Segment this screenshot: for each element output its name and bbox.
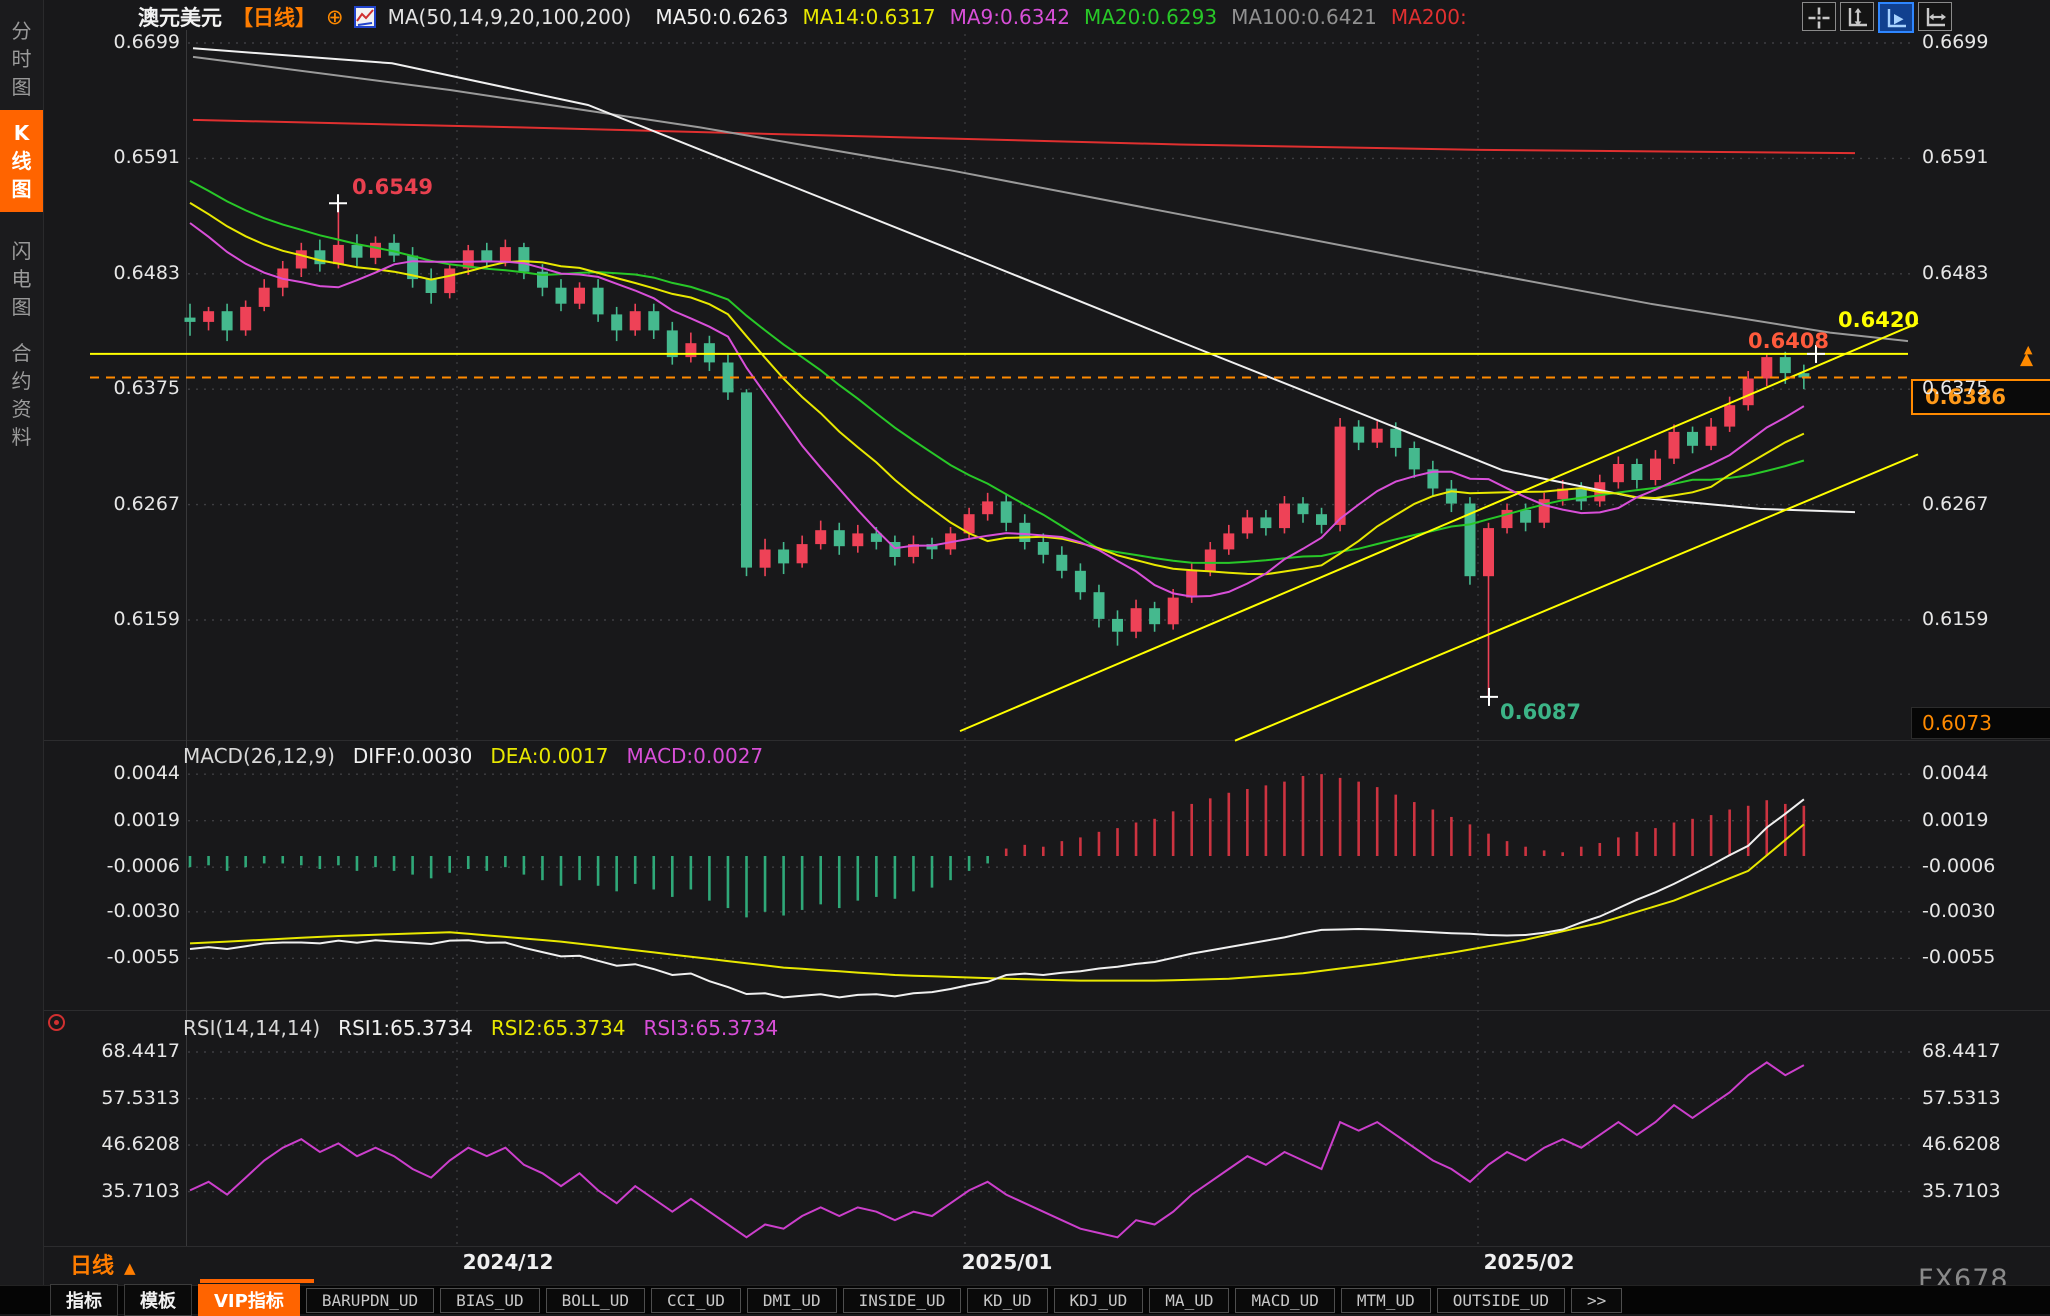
ma-value-3: MA9:0.6342 (949, 5, 1070, 29)
price-axis-label: 0.6591 (113, 146, 180, 169)
ma-params-label: MA(50,14,9,20,100,200) (387, 5, 632, 29)
indicator-tab-boll_ud[interactable]: BOLL_UD (545, 1287, 646, 1313)
sidebar-item-4[interactable]: 合约资料 (11, 341, 32, 449)
auto-scale-icon[interactable] (1878, 2, 1914, 33)
sidebar-item-1[interactable]: 分时图 (11, 19, 32, 99)
indicator-tab-[interactable]: >> (1571, 1287, 1623, 1313)
price-marker-arrow-small: ▲ (2024, 343, 2033, 356)
rsi-axis-label: 46.6208 (101, 1133, 180, 1156)
swing-high-label: 0.6549 (352, 175, 434, 200)
price-axis-label: 0.6159 (113, 607, 180, 630)
indicator-tab-kdj_ud[interactable]: KDJ_UD (1053, 1287, 1144, 1313)
rsi-axis-label: 68.4417 (101, 1040, 180, 1062)
macd-dea-value: DEA:0.0017 (490, 744, 609, 768)
crosshair-tool-icon[interactable] (1802, 2, 1836, 31)
sidebar-item-3[interactable]: 闪电图 (11, 239, 32, 319)
macd-axis-label: -0.0030 (106, 899, 180, 922)
chevron-up-icon: ▲ (124, 1259, 136, 1277)
swing-low-label: 0.6087 (1500, 699, 1582, 724)
indicator-tab-bias_ud[interactable]: BIAS_UD (440, 1287, 540, 1313)
rsi-axis-label: 68.4417 (1922, 1040, 2001, 1062)
hline-value-label: 0.6408 (1748, 328, 1830, 353)
price-axis-label: 0.6375 (1922, 377, 1989, 400)
indicator-tab-outside_ud[interactable]: OUTSIDE_UD (1436, 1287, 1566, 1313)
indicator-tab-[interactable]: 指标 (50, 1284, 118, 1316)
price-axis-label: 0.6375 (113, 377, 180, 400)
ma-value-1: MA50:0.6263 (655, 5, 789, 29)
x-axis-date-label: 2025/02 (1483, 1250, 1575, 1274)
horizontal-scrollbar-thumb[interactable] (200, 1279, 314, 1283)
add-indicator-icon[interactable]: ⊕ (326, 4, 344, 29)
ma-legend: MA50:0.6263 MA14:0.6317 MA9:0.6342 MA20:0.6… (641, 5, 1466, 29)
macd-axis-label: 0.0044 (113, 762, 180, 785)
x-axis-pan-icon[interactable] (1918, 2, 1952, 31)
rsi-axis-label: 57.5313 (1922, 1086, 2001, 1109)
range-low-box: 0.6073 (1911, 707, 2050, 739)
indicator-tab-vip[interactable]: VIP指标 (198, 1284, 300, 1316)
indicator-tab-kd_ud[interactable]: KD_UD (967, 1287, 1048, 1313)
macd-axis-label: -0.0055 (106, 946, 180, 969)
rsi1-value: RSI1:65.3734 (338, 1016, 473, 1040)
indicator-tab-ma_ud[interactable]: MA_UD (1149, 1287, 1230, 1313)
price-axis-label: 0.6267 (113, 492, 180, 515)
chart-style-icon[interactable] (353, 6, 376, 28)
rsi3-value: RSI3:65.3734 (643, 1016, 779, 1040)
price-axis-label: 0.6483 (1922, 261, 1989, 284)
ma-value-5: MA100:0.6421 (1231, 5, 1377, 29)
macd-axis-label: 0.0044 (1922, 762, 1989, 785)
ma-value-2: MA14:0.6317 (802, 5, 936, 29)
indicator-tab-dmi_ud[interactable]: DMI_UD (746, 1287, 837, 1313)
symbol-name: 澳元美元 (138, 6, 222, 30)
period-label: 【日线】 (232, 6, 316, 30)
indicator-tab-barupdn_ud[interactable]: BARUPDN_UD (305, 1287, 435, 1313)
macd-axis-label: 0.0019 (113, 808, 180, 831)
ma-value-6: MA200: (1390, 5, 1467, 29)
indicator-tab-inside_ud[interactable]: INSIDE_UD (842, 1287, 962, 1313)
indicator-tab-mtm_ud[interactable]: MTM_UD (1340, 1287, 1431, 1313)
macd-axis-label: -0.0006 (106, 855, 180, 878)
rsi2-value: RSI2:65.3734 (490, 1016, 626, 1040)
macd-axis-label: 0.0019 (1922, 808, 1989, 831)
x-axis-date-label: 2025/01 (961, 1250, 1053, 1274)
ma-value-4: MA20:0.6293 (1083, 5, 1218, 29)
price-axis-label: 0.6483 (113, 261, 180, 284)
indicator-tab-macd_ud[interactable]: MACD_UD (1235, 1287, 1335, 1313)
indicator-tab-[interactable]: 模板 (124, 1284, 192, 1316)
macd-axis-label: -0.0006 (1922, 855, 1996, 878)
macd-macd-value: MACD:0.0027 (626, 744, 764, 768)
price-axis-label: 0.6591 (1922, 146, 1989, 169)
macd-axis-label: -0.0030 (1922, 899, 1996, 922)
indicator-tab-bar: 指标 模板 VIP指标 BARUPDN_UD BIAS_UD BOLL_UD CCI_UD D… (0, 1284, 2050, 1316)
price-axis-label: 0.6267 (1922, 492, 1989, 515)
panel-drag-marker-icon[interactable] (48, 1014, 65, 1031)
chart-header: 澳元美元 【日线】 ⊕ MA(50,14,9,20,100,200) MA50:… (138, 3, 1467, 31)
macd-axis-label: -0.0055 (1922, 946, 1996, 969)
timeframe-select-button[interactable]: 日线 ▲ (70, 1254, 136, 1279)
price-axis-label: 0.6159 (1922, 607, 1989, 630)
current-price-box: 0.6386 (1911, 379, 2050, 416)
indicator-tab-cci_ud[interactable]: CCI_UD (651, 1287, 741, 1313)
macd-header: MACD(26,12,9) DIFF:0.0030 DEA:0.0017 MACD:0… (183, 744, 781, 768)
y-axis-zoom-icon[interactable] (1840, 2, 1874, 31)
price-marker-arrow: ▲ (2020, 349, 2034, 369)
rsi-title: RSI(14,14,14) (183, 1016, 321, 1040)
price-axis-label: 0.6699 (113, 31, 180, 53)
macd-title: MACD(26,12,9) (183, 744, 335, 768)
macd-diff-value: DIFF:0.0030 (352, 744, 473, 768)
trendline-value-label: 0.6420 (1838, 308, 1920, 333)
rsi-axis-label: 46.6208 (1922, 1133, 2001, 1156)
x-axis-date-label: 2024/12 (462, 1250, 554, 1274)
rsi-axis-label: 57.5313 (101, 1086, 180, 1109)
rsi-axis-label: 35.7103 (1922, 1179, 2001, 1202)
chart-toolbar (1802, 2, 1952, 33)
rsi-header: RSI(14,14,14) RSI1:65.3734 RSI2:65.3734 RSI… (183, 1016, 796, 1040)
price-axis-label: 0.6699 (1922, 31, 1989, 53)
rsi-axis-label: 35.7103 (101, 1179, 180, 1202)
